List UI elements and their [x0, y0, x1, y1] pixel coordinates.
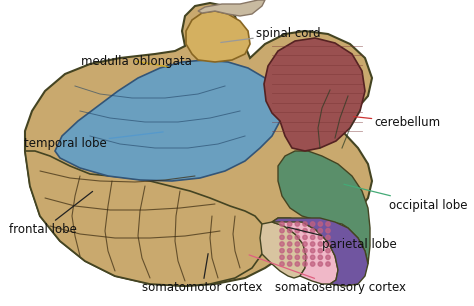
Circle shape: [303, 242, 307, 246]
Polygon shape: [272, 218, 368, 286]
Circle shape: [326, 242, 330, 246]
Circle shape: [295, 242, 300, 246]
Circle shape: [280, 248, 284, 253]
Circle shape: [295, 248, 300, 253]
Circle shape: [280, 222, 284, 226]
Circle shape: [287, 248, 292, 253]
Text: somatomotor cortex: somatomotor cortex: [142, 254, 263, 294]
Text: temporal lobe: temporal lobe: [24, 132, 163, 150]
Circle shape: [303, 262, 307, 266]
Circle shape: [326, 262, 330, 266]
Circle shape: [310, 262, 315, 266]
Circle shape: [310, 248, 315, 253]
Circle shape: [295, 255, 300, 259]
Text: spinal cord: spinal cord: [221, 27, 320, 43]
Text: occipital lobe: occipital lobe: [344, 184, 467, 211]
Text: somatosensory cortex: somatosensory cortex: [249, 255, 406, 294]
Circle shape: [318, 262, 322, 266]
Text: frontal lobe: frontal lobe: [9, 192, 92, 236]
Circle shape: [326, 229, 330, 233]
Circle shape: [310, 229, 315, 233]
Circle shape: [287, 229, 292, 233]
Circle shape: [280, 262, 284, 266]
Circle shape: [287, 255, 292, 259]
Circle shape: [295, 229, 300, 233]
Polygon shape: [272, 218, 338, 284]
Polygon shape: [278, 151, 370, 264]
Circle shape: [318, 255, 322, 259]
Circle shape: [326, 248, 330, 253]
Circle shape: [287, 222, 292, 226]
Circle shape: [326, 255, 330, 259]
Polygon shape: [55, 60, 282, 181]
Circle shape: [280, 235, 284, 240]
Polygon shape: [198, 0, 265, 16]
Circle shape: [280, 242, 284, 246]
Circle shape: [303, 222, 307, 226]
Circle shape: [280, 255, 284, 259]
Text: parietal lobe: parietal lobe: [287, 227, 397, 251]
Polygon shape: [25, 3, 372, 286]
Circle shape: [280, 229, 284, 233]
Circle shape: [318, 242, 322, 246]
Circle shape: [303, 235, 307, 240]
Circle shape: [310, 242, 315, 246]
Circle shape: [303, 255, 307, 259]
Circle shape: [326, 222, 330, 226]
Polygon shape: [260, 222, 306, 278]
Circle shape: [287, 262, 292, 266]
Circle shape: [318, 229, 322, 233]
Polygon shape: [264, 38, 365, 151]
Circle shape: [303, 229, 307, 233]
Circle shape: [318, 222, 322, 226]
Circle shape: [310, 222, 315, 226]
Circle shape: [310, 255, 315, 259]
Circle shape: [318, 248, 322, 253]
Polygon shape: [186, 11, 250, 62]
Circle shape: [287, 235, 292, 240]
Circle shape: [303, 248, 307, 253]
Circle shape: [287, 242, 292, 246]
Circle shape: [318, 235, 322, 240]
Circle shape: [295, 262, 300, 266]
Text: medulla oblongata: medulla oblongata: [81, 55, 191, 68]
Circle shape: [295, 222, 300, 226]
Text: cerebellum: cerebellum: [354, 116, 441, 129]
Circle shape: [310, 235, 315, 240]
Polygon shape: [25, 151, 265, 286]
Circle shape: [295, 235, 300, 240]
Circle shape: [326, 235, 330, 240]
